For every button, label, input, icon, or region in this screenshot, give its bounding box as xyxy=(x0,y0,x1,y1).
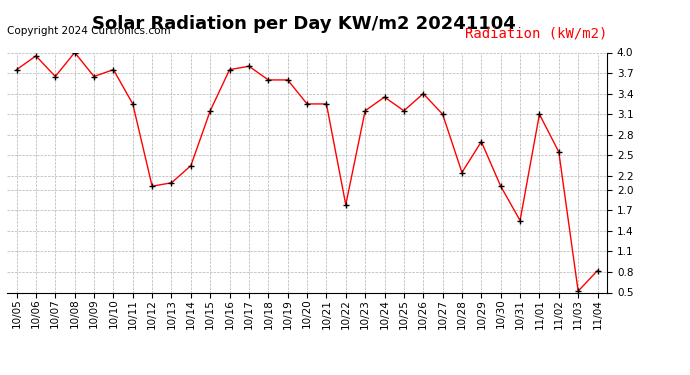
Text: Copyright 2024 Curtronics.com: Copyright 2024 Curtronics.com xyxy=(7,26,170,36)
Text: Radiation (kW/m2): Radiation (kW/m2) xyxy=(465,26,607,40)
Text: Solar Radiation per Day KW/m2 20241104: Solar Radiation per Day KW/m2 20241104 xyxy=(92,15,515,33)
